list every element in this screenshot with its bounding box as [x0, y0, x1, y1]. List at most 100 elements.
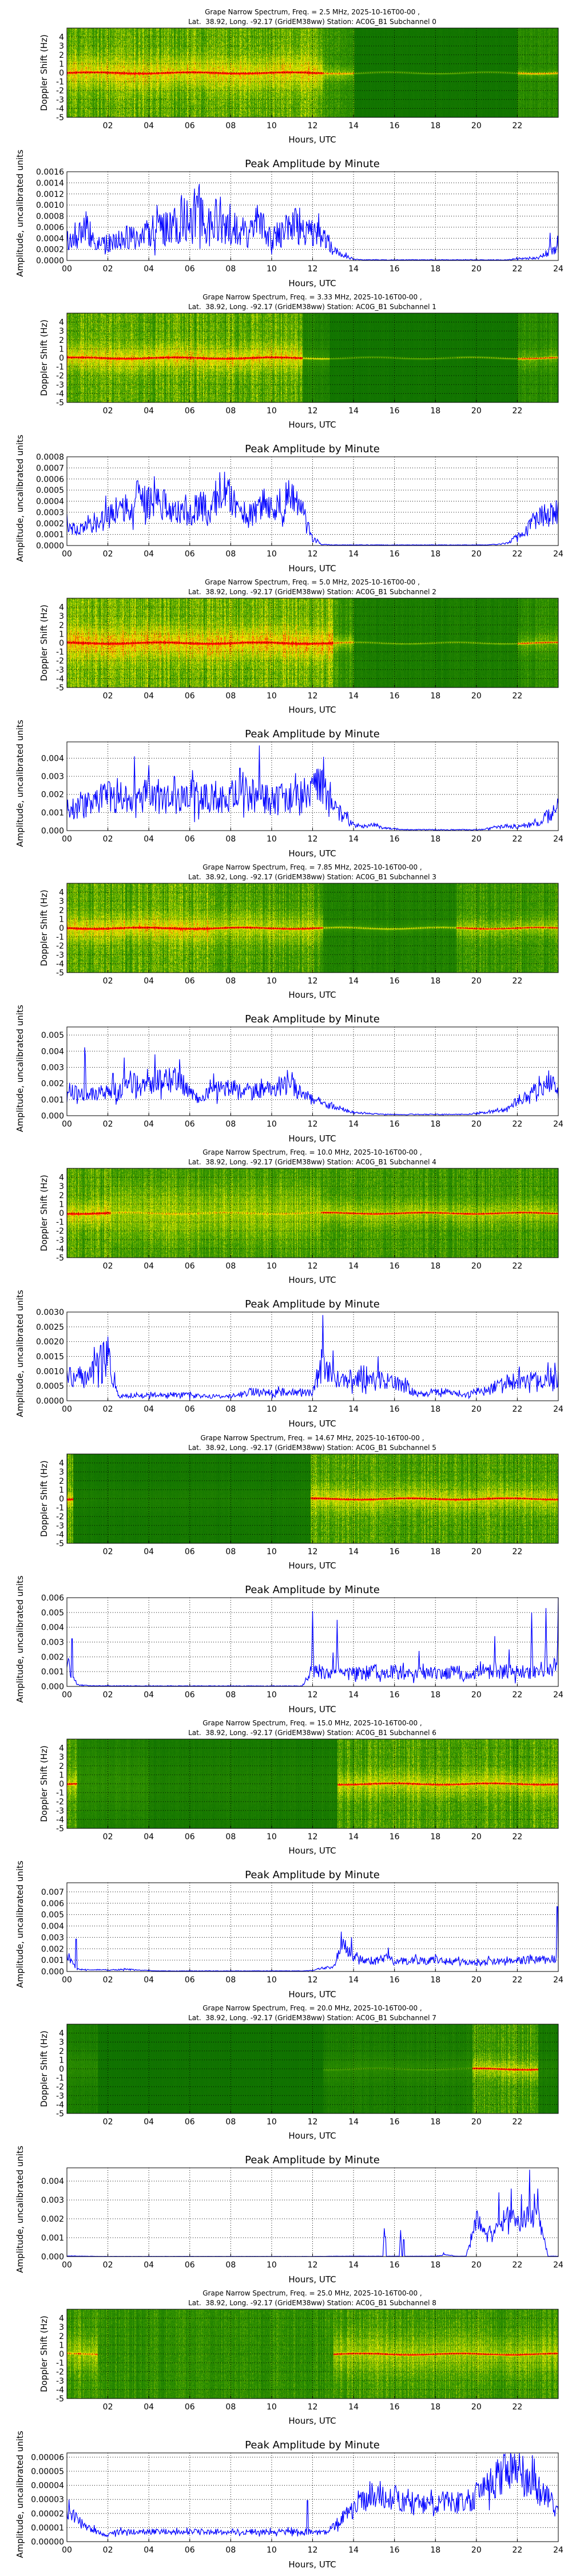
channel-panel: Grape Narrow Spectrum, Freq. = 14.67 MHz…: [0, 1427, 572, 1713]
y-tick-label: 0.0004: [36, 497, 64, 507]
spectrogram-title: Grape Narrow Spectrum, Freq. = 14.67 MHz…: [200, 1434, 424, 1442]
y-tick-label: 0.002: [41, 1080, 64, 1089]
y-tick-label: -2: [56, 2083, 64, 2092]
x-tick-label: 18: [430, 977, 440, 986]
y-tick-label: 1: [59, 630, 64, 639]
y-tick-label: 3: [59, 2323, 64, 2332]
y-tick-label: 0.0016: [36, 168, 64, 177]
y-tick-label: 0.000: [41, 1112, 64, 1121]
x-tick-label: 08: [225, 2261, 236, 2270]
x-tick-label: 18: [430, 1405, 440, 1414]
x-tick-label: 12: [308, 692, 318, 701]
spectrogram-subtitle: Lat. 38.92, Long. -92.17 (GridEM38ww) St…: [188, 1158, 436, 1166]
x-tick-label: 20: [471, 1547, 482, 1556]
spectrogram-frame: [66, 883, 559, 973]
y-tick-label: 1: [59, 915, 64, 924]
x-tick-label: 12: [308, 550, 318, 559]
x-tick-label: 20: [471, 121, 482, 131]
spectrogram-y-axis-label: Doppler Shift (Hz): [39, 890, 49, 966]
y-tick-label: -5: [56, 1254, 64, 1263]
spectrogram-title: Grape Narrow Spectrum, Freq. = 5.0 MHz, …: [205, 578, 420, 586]
y-tick-label: 0.0020: [36, 1338, 64, 1347]
amplitude-series-line: [66, 472, 559, 546]
spectrogram-grid: [67, 598, 558, 688]
x-tick-label: 08: [225, 692, 236, 701]
x-tick-label: 20: [471, 550, 482, 559]
amplitude-x-axis-label: Hours, UTC: [288, 1133, 336, 1143]
x-tick-label: 12: [308, 2546, 318, 2555]
x-tick-label: 16: [390, 2117, 400, 2127]
x-tick-label: 10: [267, 1262, 277, 1271]
channel-panel: Grape Narrow Spectrum, Freq. = 5.0 MHz, …: [0, 571, 572, 858]
y-tick-label: 1: [59, 60, 64, 69]
panel-axes: Grape Narrow Spectrum, Freq. = 7.85 MHz,…: [15, 863, 563, 1143]
spectrogram-y-axis-label: Doppler Shift (Hz): [39, 1745, 49, 1822]
y-tick-label: 0.0008: [36, 212, 64, 222]
y-tick-label: 0.0005: [36, 486, 64, 495]
x-tick-label: 18: [430, 2403, 440, 2412]
spectrogram-subtitle: Lat. 38.92, Long. -92.17 (GridEM38ww) St…: [188, 588, 436, 596]
spectrogram-x-axis-label: Hours, UTC: [288, 135, 336, 145]
spectrogram-frame: [66, 1739, 559, 1829]
x-tick-label: 02: [103, 977, 113, 986]
y-tick-label: 0.0012: [36, 190, 64, 199]
x-tick-label: 06: [185, 977, 195, 986]
y-tick-label: 0.00006: [31, 2453, 64, 2462]
x-tick-label: 10: [267, 977, 277, 986]
y-tick-label: 1: [59, 1200, 64, 1210]
amplitude-y-axis-label: Amplitude, uncalibrated units: [15, 1575, 25, 1703]
x-tick-label: 10: [267, 2403, 277, 2412]
amplitude-x-axis-label: Hours, UTC: [288, 278, 336, 287]
x-tick-label: 06: [185, 692, 195, 701]
y-tick-label: -3: [56, 1521, 64, 1530]
y-tick-label: -2: [56, 2368, 64, 2377]
amplitude-frame: [66, 741, 559, 831]
x-tick-label: 14: [348, 1405, 359, 1414]
amplitude-x-axis-label: Hours, UTC: [288, 2274, 336, 2283]
x-tick-label: 20: [471, 406, 482, 416]
x-tick-label: 08: [225, 264, 236, 274]
x-tick-label: 06: [185, 1262, 195, 1271]
x-tick-label: 22: [513, 977, 523, 986]
x-tick-label: 14: [348, 1120, 359, 1129]
x-tick-label: 02: [103, 1262, 113, 1271]
x-tick-label: 10: [267, 692, 277, 701]
y-tick-label: 0.0003: [36, 508, 64, 517]
amplitude-y-axis-label: Amplitude, uncalibrated units: [15, 2431, 25, 2558]
amplitude-x-axis-label: Hours, UTC: [288, 2559, 336, 2569]
y-tick-label: -4: [56, 104, 64, 113]
amplitude-chart-title: Peak Amplitude by Minute: [245, 728, 380, 740]
y-tick-label: 0.00002: [31, 2510, 64, 2519]
x-tick-label: 12: [308, 977, 318, 986]
y-tick-label: -4: [56, 960, 64, 969]
spectrogram-title: Grape Narrow Spectrum, Freq. = 3.33 MHz,…: [202, 293, 422, 301]
y-tick-label: 1: [59, 2056, 64, 2065]
y-tick-label: 0.0006: [36, 223, 64, 232]
x-tick-label: 10: [267, 1405, 277, 1414]
y-tick-label: -5: [56, 969, 64, 978]
x-tick-label: 06: [185, 406, 195, 416]
channel-panel: Grape Narrow Spectrum, Freq. = 15.0 MHz,…: [0, 1712, 572, 1998]
y-tick-label: 0.004: [41, 1623, 64, 1632]
x-tick-label: 22: [513, 2546, 523, 2555]
spectrogram-grid: [67, 1453, 558, 1543]
spectrogram-frame: [66, 2024, 559, 2114]
y-tick-label: -3: [56, 2377, 64, 2386]
y-tick-label: 0.00000: [31, 2538, 64, 2547]
x-tick-label: 06: [185, 1976, 195, 1985]
x-tick-label: 24: [553, 1690, 563, 1700]
y-tick-label: 0.0004: [36, 234, 64, 243]
y-tick-label: -1: [56, 2073, 64, 2083]
y-tick-label: 0.003: [41, 772, 64, 781]
y-tick-label: -2: [56, 86, 64, 96]
spectrogram-frame: [66, 1453, 559, 1543]
x-tick-label: 10: [267, 264, 277, 274]
x-tick-label: 22: [513, 406, 523, 416]
y-tick-label: 0: [59, 924, 64, 933]
x-tick-label: 22: [513, 550, 523, 559]
x-tick-label: 24: [553, 1405, 563, 1414]
spectrogram-y-axis-label: Doppler Shift (Hz): [39, 605, 49, 681]
amplitude-grid: [66, 2167, 559, 2257]
x-tick-label: 14: [348, 1547, 359, 1556]
x-tick-label: 12: [308, 2261, 318, 2270]
